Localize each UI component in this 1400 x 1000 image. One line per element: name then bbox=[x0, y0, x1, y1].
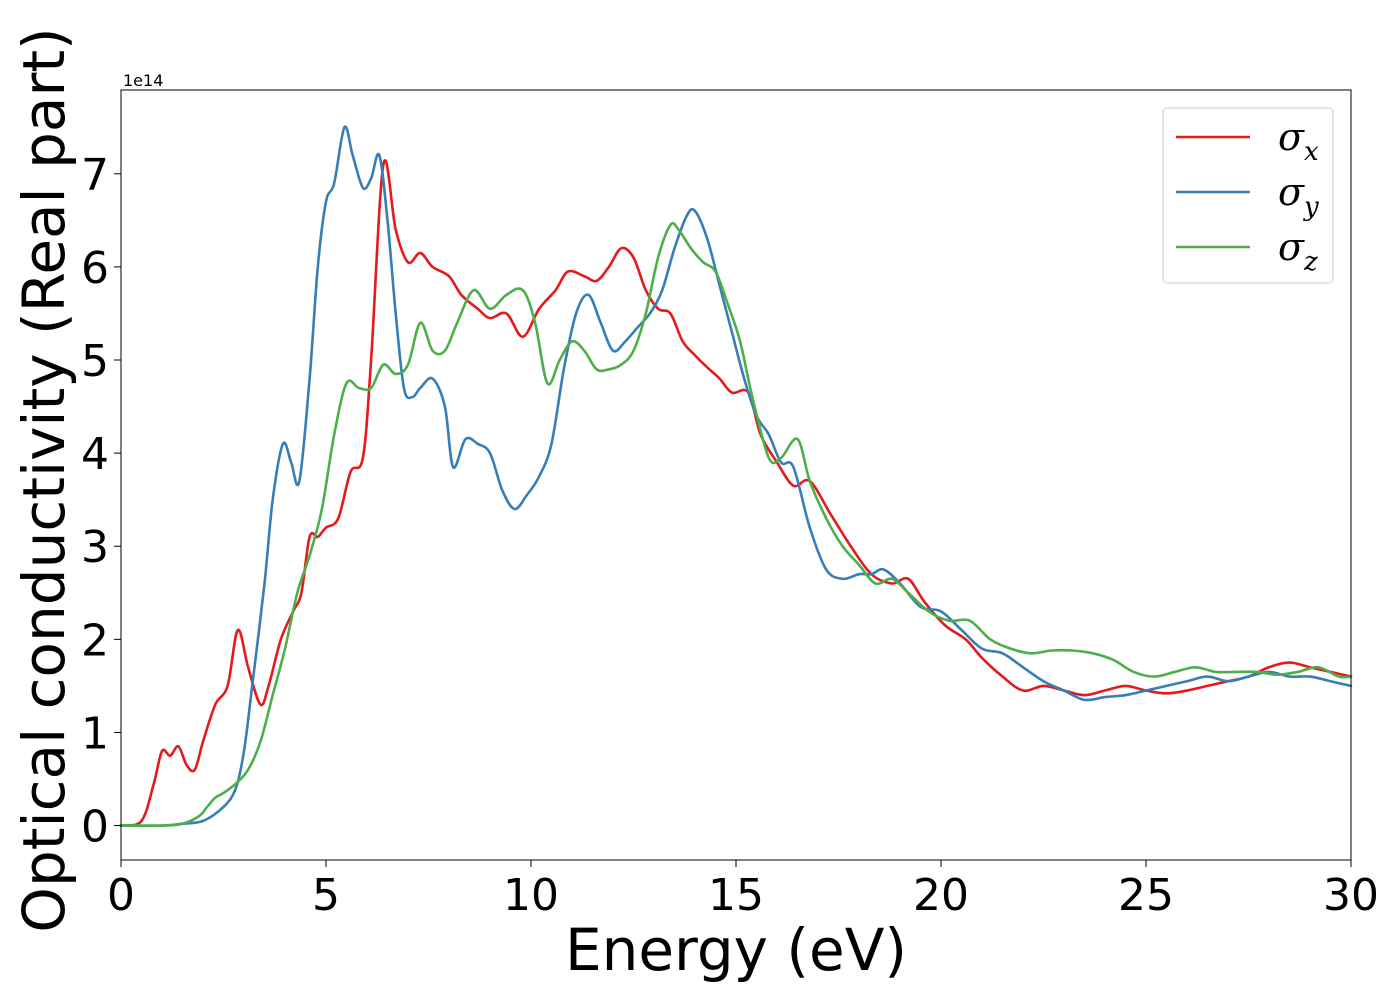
x-axis-title: Energy (eV) bbox=[565, 916, 907, 984]
legend-label-subscript: z bbox=[1303, 247, 1318, 277]
legend-label-subscript: y bbox=[1303, 192, 1319, 222]
x-tick-label: 30 bbox=[1323, 870, 1379, 921]
series-line-z bbox=[119, 221, 1353, 827]
x-tick-label: 5 bbox=[312, 870, 340, 921]
y-tick-label: 2 bbox=[81, 615, 109, 666]
legend-box bbox=[1162, 107, 1334, 284]
y-tick-label: 5 bbox=[81, 336, 109, 387]
legend-label-symbol: σ bbox=[1278, 225, 1305, 269]
legend-label-symbol: σ bbox=[1278, 170, 1305, 214]
y-tick-label: 7 bbox=[81, 150, 109, 201]
y-tick-label: 3 bbox=[81, 522, 109, 573]
legend-label-z: σz bbox=[1278, 225, 1318, 277]
y-tick-label: 1 bbox=[81, 708, 109, 759]
x-tick-label: 10 bbox=[503, 870, 559, 921]
series-layer bbox=[119, 125, 1353, 827]
legend-label-x: σx bbox=[1278, 115, 1319, 167]
legend-label-y: σy bbox=[1278, 170, 1319, 222]
series-line-y bbox=[119, 125, 1353, 827]
y-tick-label: 4 bbox=[81, 429, 109, 480]
y-axis: 0 1 2 3 4 5 6 7 bbox=[81, 150, 121, 853]
y-tick-label: 0 bbox=[81, 802, 109, 853]
x-tick-label: 25 bbox=[1118, 870, 1174, 921]
x-tick-label: 0 bbox=[107, 870, 135, 921]
x-axis: 0 5 10 15 20 25 30 bbox=[107, 860, 1379, 921]
y-tick-label: 6 bbox=[81, 243, 109, 294]
y-axis-title: Optical conductivity (Real part) bbox=[10, 27, 78, 932]
legend-label-symbol: σ bbox=[1278, 115, 1305, 159]
x-tick-label: 15 bbox=[708, 870, 764, 921]
x-tick-label: 20 bbox=[913, 870, 969, 921]
y-offset-label: 1e14 bbox=[123, 71, 163, 90]
legend-label-subscript: x bbox=[1304, 137, 1319, 167]
